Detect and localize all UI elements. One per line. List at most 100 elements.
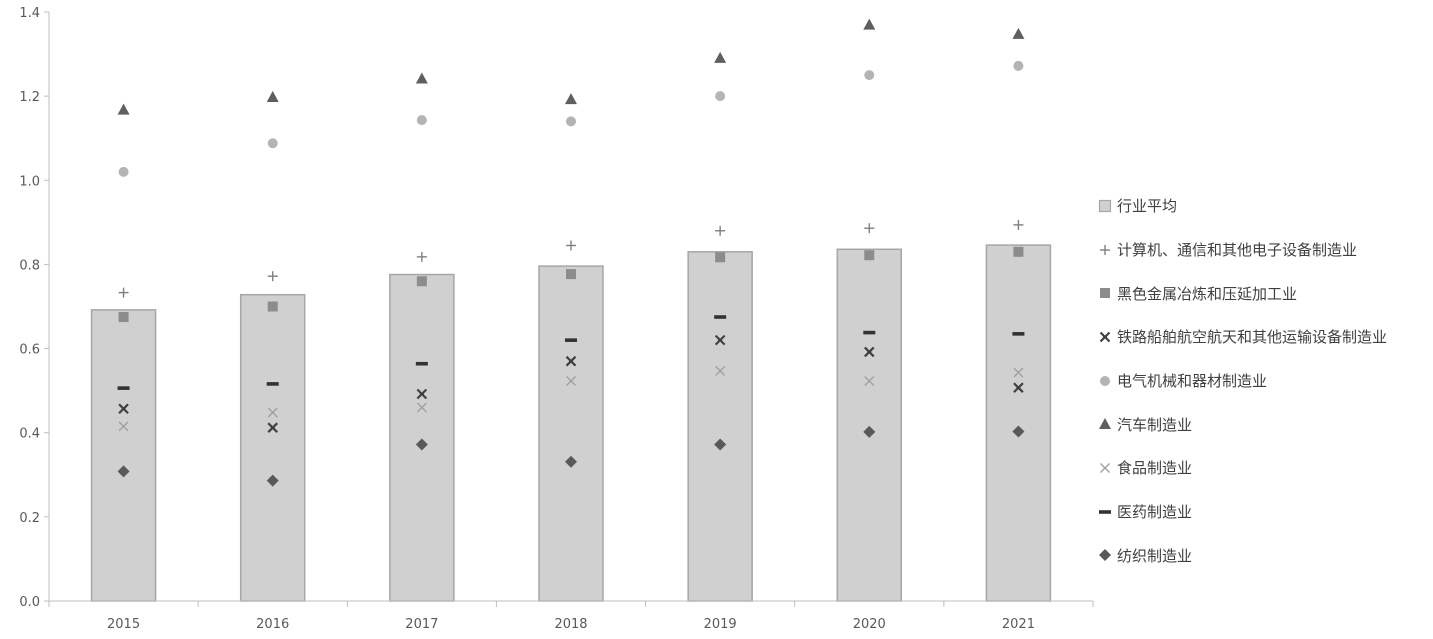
point-series5-2021 <box>1013 367 1024 378</box>
point-series1-2021 <box>1013 246 1024 257</box>
point-series4-2016 <box>266 90 279 102</box>
bar-2016 <box>239 293 306 602</box>
point-series1-2017 <box>416 276 427 287</box>
legend-label: 食品制造业 <box>1117 459 1193 478</box>
legend-label: 计算机、通信和其他电子设备制造业 <box>1117 241 1358 260</box>
point-series6-2016 <box>266 382 279 386</box>
legend-item: 医药制造业 <box>1097 490 1431 534</box>
legend-label: 行业平均 <box>1117 197 1178 216</box>
point-series1-2020 <box>864 250 875 261</box>
point-series5-2018 <box>566 375 576 386</box>
legend-symbol <box>1100 462 1110 473</box>
bar-2020 <box>836 248 903 602</box>
legend-marker <box>1097 373 1113 389</box>
x-tick-label: 2021 <box>1002 617 1035 632</box>
chart-legend: 行业平均计算机、通信和其他电子设备制造业 黑色金属冶炼和压延加工业铁路船舶航空航天… <box>1097 184 1431 577</box>
y-tick-label: 1.2 <box>19 90 40 105</box>
point-series6-2018 <box>565 338 577 342</box>
point-series2-2016 <box>267 422 278 433</box>
point-series3-2021 <box>1013 60 1024 71</box>
point-series3-2019 <box>715 91 726 102</box>
point-series1-2016 <box>267 301 278 312</box>
y-tick-label: 1.4 <box>19 6 40 21</box>
legend-item: 铁路船舶航空航天和其他运输设备制造业 <box>1097 315 1431 359</box>
y-tick-label: 1.0 <box>19 174 40 189</box>
point-series7-2020 <box>863 425 876 438</box>
point-series2-2018 <box>565 355 577 367</box>
legend-symbol <box>1099 549 1111 562</box>
legend-item: 纺织制造业 <box>1097 534 1431 578</box>
legend-label: 铁路船舶航空航天和其他运输设备制造业 <box>1117 328 1388 347</box>
legend-symbol <box>1099 418 1111 430</box>
point-series7-2019 <box>714 438 727 451</box>
x-tick-label: 2015 <box>107 617 140 632</box>
legend-marker <box>1097 547 1113 563</box>
x-tick-label: 2017 <box>405 617 438 632</box>
legend-marker <box>1097 504 1113 520</box>
point-series0-2021 <box>1013 219 1024 230</box>
bar-2019 <box>687 251 753 602</box>
point-series0-2018 <box>566 240 576 251</box>
point-series7-2016 <box>266 474 279 487</box>
point-series3-2015 <box>118 166 129 177</box>
legend-symbol <box>1100 288 1110 299</box>
point-series6-2015 <box>117 386 130 390</box>
legend-item: 食品制造业 <box>1097 446 1431 490</box>
point-series7-2015 <box>117 465 130 478</box>
point-series3-2016 <box>267 138 278 149</box>
legend-marker <box>1097 329 1113 345</box>
point-series5-2017 <box>416 402 427 413</box>
point-series0-2019 <box>715 225 726 236</box>
y-tick-label: 0.6 <box>19 343 40 358</box>
point-series3-2018 <box>566 116 576 127</box>
point-series4-2015 <box>117 103 130 115</box>
point-series4-2017 <box>415 72 428 84</box>
y-tick-label: 0.8 <box>19 258 40 273</box>
legend-item: 行业平均 <box>1097 184 1431 228</box>
point-series7-2021 <box>1012 425 1025 438</box>
point-series2-2015 <box>118 403 129 415</box>
x-tick-label: 2016 <box>256 617 289 632</box>
x-tick-label: 2020 <box>853 617 886 632</box>
legend-marker <box>1097 285 1113 301</box>
point-series0-2016 <box>267 271 278 282</box>
point-series0-2020 <box>864 223 875 234</box>
point-series6-2021 <box>1012 332 1025 336</box>
point-series2-2017 <box>416 388 428 400</box>
legend-marker <box>1097 198 1113 214</box>
legend-label: 电气机械和器材制造业 <box>1117 372 1268 391</box>
legend-item: 电气机械和器材制造业 <box>1097 359 1431 403</box>
legend-item: 计算机、通信和其他电子设备制造业 <box>1097 228 1431 272</box>
legend-symbol <box>1099 331 1111 343</box>
bar-2018 <box>538 265 604 602</box>
legend-item: 黑色金属冶炼和压延加工业 <box>1097 271 1431 315</box>
legend-symbol <box>1100 244 1110 255</box>
point-series7-2017 <box>415 438 428 451</box>
point-series2-2020 <box>864 346 875 358</box>
point-series6-2017 <box>415 361 428 366</box>
point-series5-2020 <box>864 375 875 386</box>
legend-marker <box>1097 416 1113 432</box>
point-series6-2019 <box>714 315 727 319</box>
y-tick-label: 0.4 <box>19 427 40 442</box>
legend-item: 汽车制造业 <box>1097 402 1431 446</box>
point-series5-2015 <box>118 421 129 432</box>
point-series4-2018 <box>565 93 577 105</box>
legend-label: 黑色金属冶炼和压延加工业 <box>1117 284 1298 303</box>
point-series5-2019 <box>715 365 726 376</box>
bar-2021 <box>985 244 1052 602</box>
legend-marker <box>1097 242 1113 258</box>
legend-symbol <box>1099 509 1111 514</box>
point-series3-2020 <box>864 70 875 81</box>
point-series1-2018 <box>566 269 576 280</box>
point-series0-2015 <box>118 287 129 298</box>
y-tick-label: 0.0 <box>19 595 40 610</box>
point-series6-2020 <box>863 330 876 335</box>
x-tick-label: 2019 <box>704 617 737 632</box>
bar-2017 <box>389 273 455 602</box>
point-series4-2021 <box>1012 27 1025 39</box>
bar-2015 <box>90 309 157 602</box>
point-series1-2019 <box>715 252 726 263</box>
legend-symbol <box>1100 375 1110 386</box>
